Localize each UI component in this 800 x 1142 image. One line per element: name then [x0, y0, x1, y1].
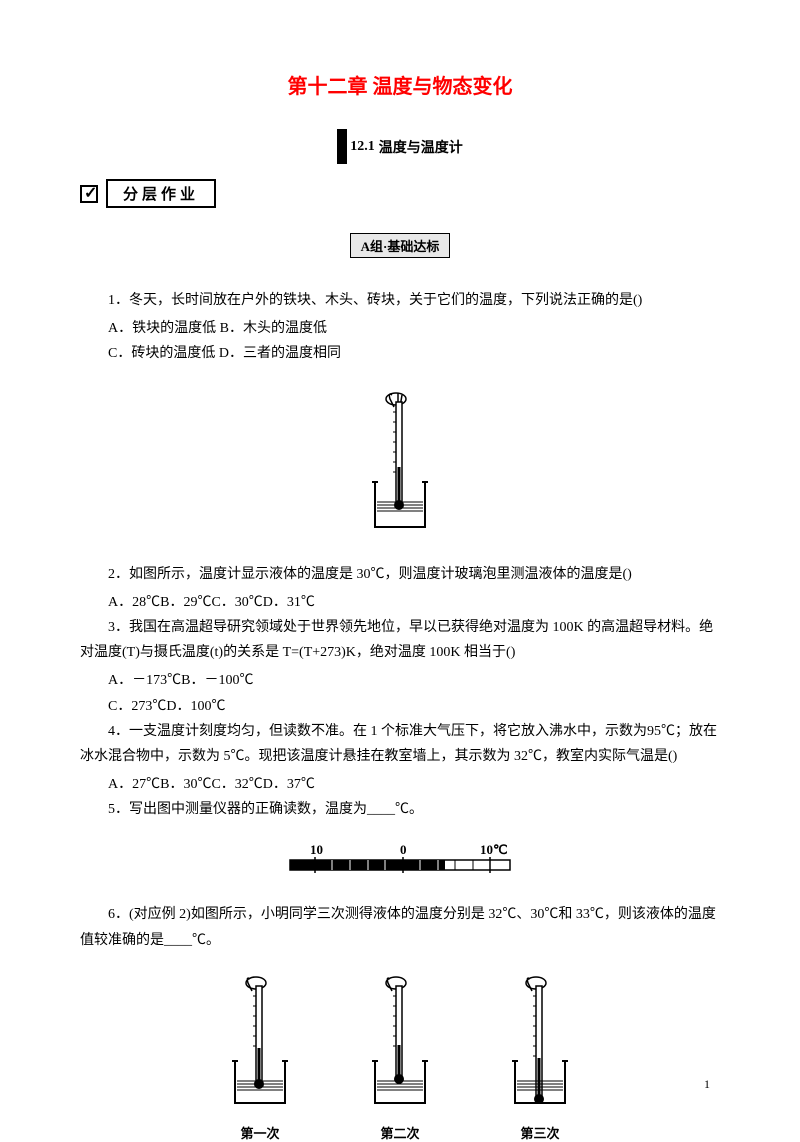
- scale-right: 10℃: [480, 842, 508, 857]
- figure-item-1: 第一次: [210, 973, 310, 1142]
- chapter-title: 第十二章 温度与物态变化: [80, 70, 720, 99]
- section-number: 12.1: [350, 139, 375, 155]
- question-1-stem: 1．冬天，长时间放在户外的铁块、木头、砖块，关于它们的温度，下列说法正确的是(): [80, 288, 720, 313]
- question-3-options-cd: C．273℃D．100℃: [80, 694, 720, 719]
- question-2-stem: 2．如图所示，温度计显示液体的温度是 30℃，则温度计玻璃泡里测温液体的温度是(…: [80, 562, 720, 587]
- question-6-stem: 6．(对应例 2)如图所示，小明同学三次测得液体的温度分别是 32℃、30℃和 …: [80, 902, 720, 952]
- q1-opt-a: A．铁块的温度低: [108, 321, 216, 336]
- question-4-options: A．27℃B．30℃C．32℃D．37℃: [80, 772, 720, 797]
- group-label: A组·基础达标: [350, 233, 451, 258]
- group-badge: A组·基础达标: [80, 233, 720, 258]
- thermometer-beaker-2-icon: [350, 973, 450, 1113]
- q1-opt-c: C．砖块的温度低: [108, 346, 215, 361]
- figure-label-1: 第一次: [210, 1123, 310, 1142]
- layer-work-label: 分层作业: [106, 179, 216, 208]
- question-5-stem: 5．写出图中测量仪器的正确读数，温度为____℃。: [80, 797, 720, 822]
- scale-left: 10: [310, 842, 323, 857]
- question-1-options-ab: A．铁块的温度低 B．木头的温度低: [80, 316, 720, 341]
- figure-label-2: 第二次: [350, 1123, 450, 1142]
- page-number: 1: [704, 1077, 710, 1092]
- figure-q6-row: 第一次 第二次: [80, 973, 720, 1142]
- figure-q5-scale: 10 0 10℃: [80, 842, 720, 882]
- section-header: 12.1 温度与温度计: [80, 129, 720, 164]
- figure-label-3: 第三次: [490, 1123, 590, 1142]
- scale-mid: 0: [400, 842, 407, 857]
- figure-item-3: 第三次: [490, 973, 590, 1142]
- question-1-options-cd: C．砖块的温度低 D．三者的温度相同: [80, 341, 720, 366]
- q1-opt-d: D．三者的温度相同: [219, 346, 341, 361]
- layer-work-heading: 分层作业: [80, 179, 720, 208]
- thermometer-beaker-icon: [350, 387, 450, 537]
- q1-opt-b: B．木头的温度低: [220, 321, 327, 336]
- thermometer-beaker-1-icon: [210, 973, 310, 1113]
- question-2-options: A．28℃B．29℃C．30℃D．31℃: [80, 590, 720, 615]
- figure-q2: [80, 387, 720, 542]
- thermometer-beaker-3-icon: [490, 973, 590, 1113]
- question-3-stem: 3．我国在高温超导研究领域处于世界领先地位，早以已获得绝对温度为 100K 的高…: [80, 615, 720, 665]
- thermometer-scale-icon: 10 0 10℃: [270, 842, 530, 877]
- figure-item-2: 第二次: [350, 973, 450, 1142]
- checkbox-icon: [80, 185, 98, 203]
- question-4-stem: 4．一支温度计刻度均匀，但读数不准。在 1 个标准大气压下，将它放入沸水中，示数…: [80, 719, 720, 769]
- section-title: 温度与温度计: [379, 137, 463, 157]
- question-3-options-ab: A．－173℃B．－100℃: [80, 668, 720, 693]
- black-bar-icon: [337, 129, 347, 164]
